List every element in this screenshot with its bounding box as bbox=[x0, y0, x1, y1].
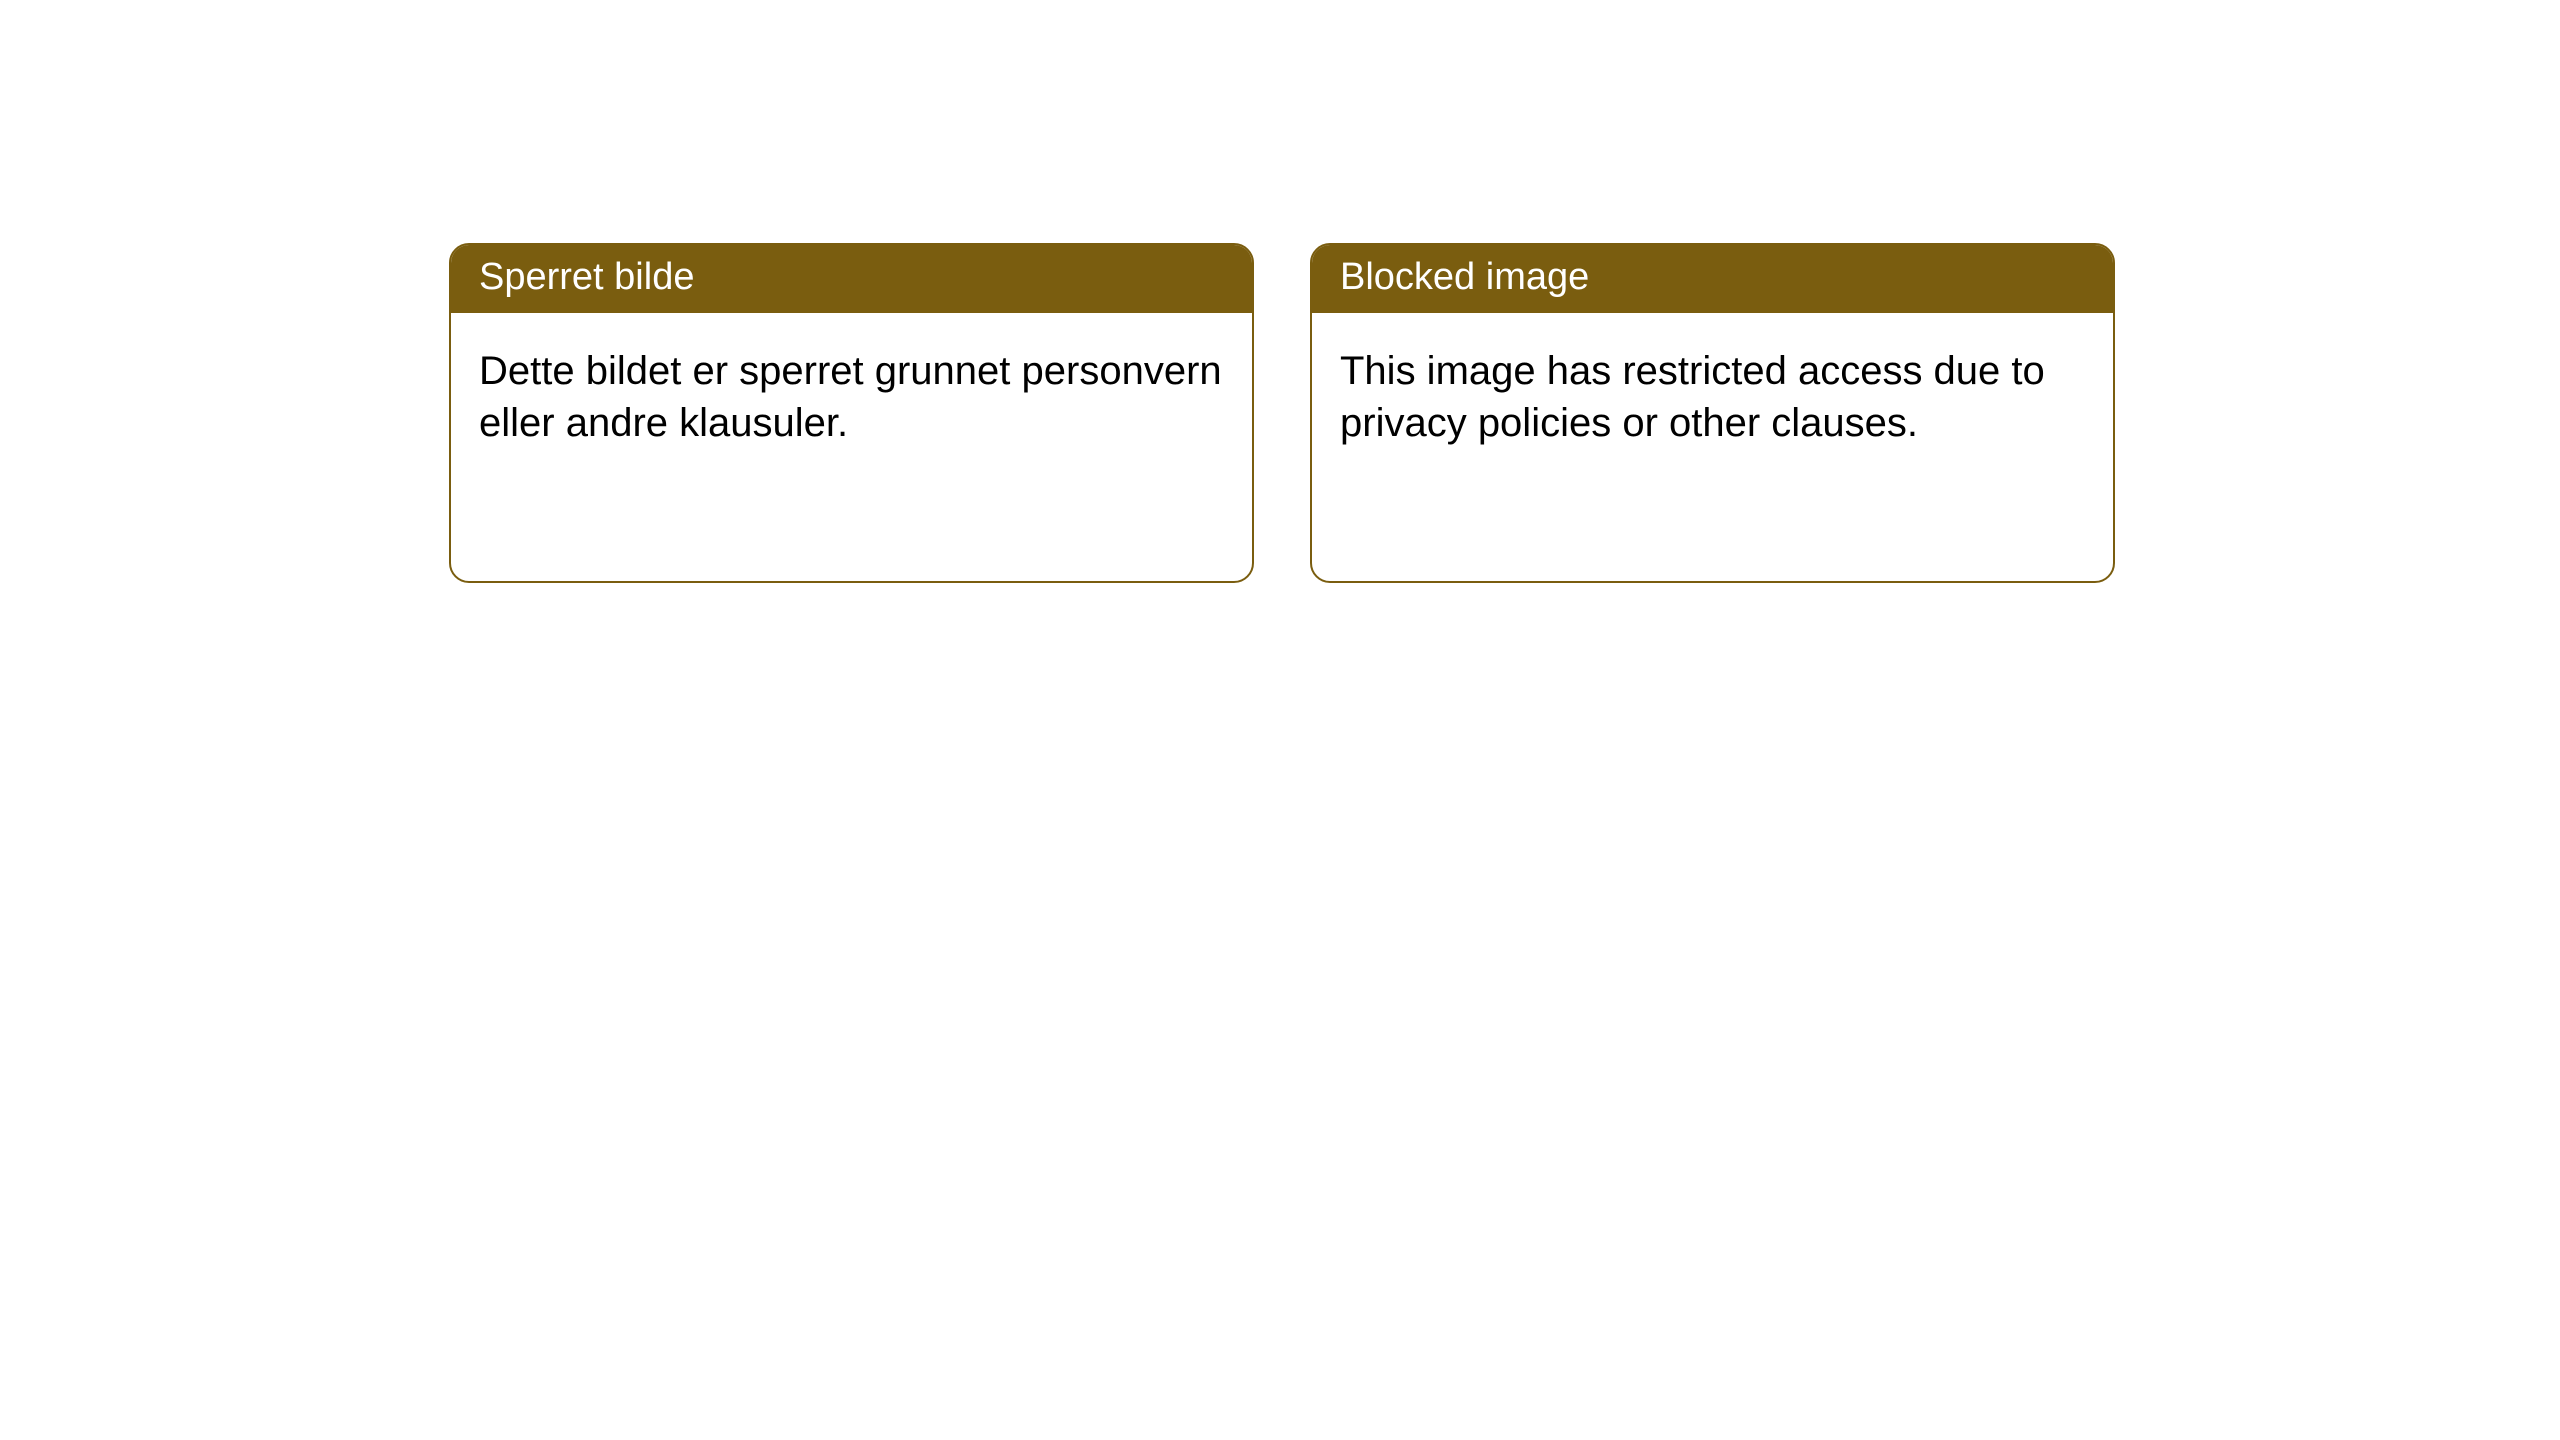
card-body-no: Dette bildet er sperret grunnet personve… bbox=[451, 313, 1252, 481]
card-body-text-no: Dette bildet er sperret grunnet personve… bbox=[479, 349, 1222, 445]
card-body-en: This image has restricted access due to … bbox=[1312, 313, 2113, 481]
card-title-en: Blocked image bbox=[1340, 256, 1589, 298]
card-body-text-en: This image has restricted access due to … bbox=[1340, 349, 2045, 445]
blocked-image-card-en: Blocked image This image has restricted … bbox=[1310, 243, 2115, 583]
card-title-no: Sperret bilde bbox=[479, 256, 694, 298]
card-header-no: Sperret bilde bbox=[451, 245, 1252, 313]
card-header-en: Blocked image bbox=[1312, 245, 2113, 313]
blocked-image-card-no: Sperret bilde Dette bildet er sperret gr… bbox=[449, 243, 1254, 583]
card-container: Sperret bilde Dette bildet er sperret gr… bbox=[0, 0, 2560, 583]
